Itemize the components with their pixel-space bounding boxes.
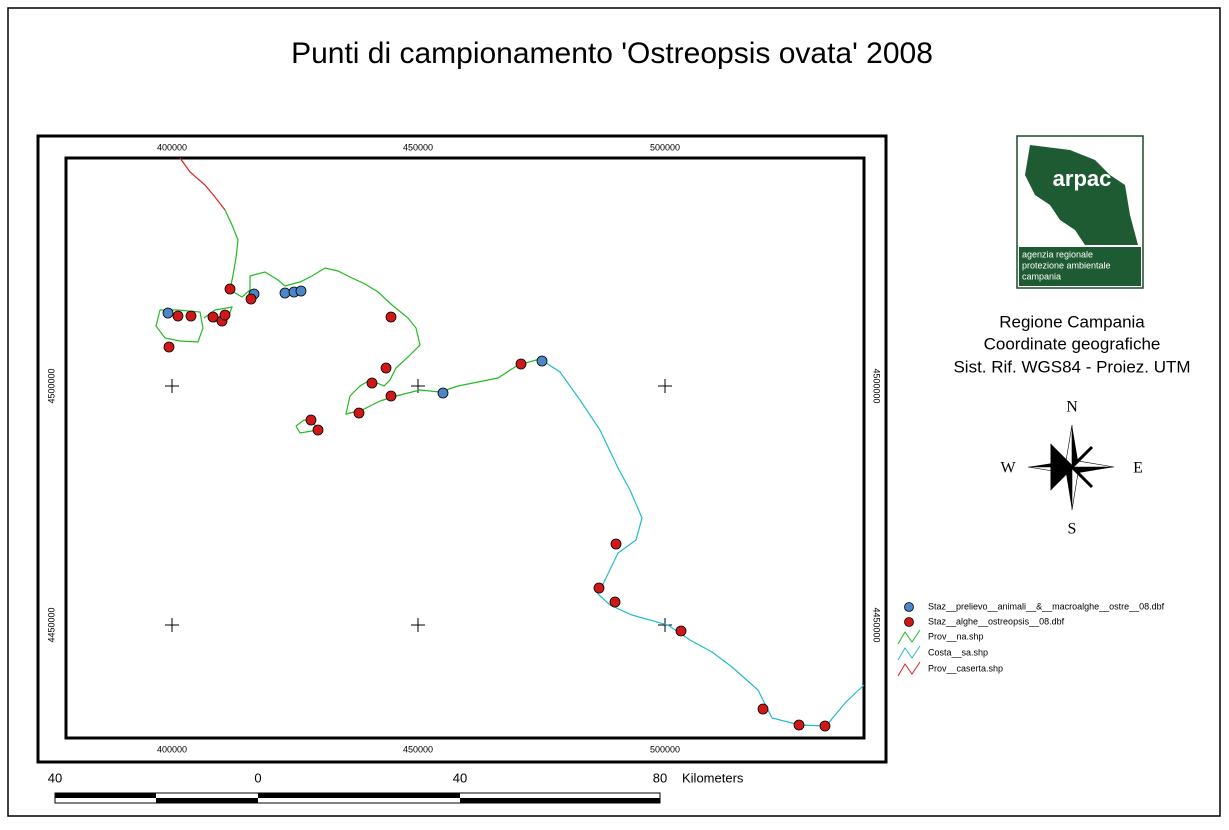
coast-napoli [224,209,541,415]
compass: N S W E [1000,399,1142,538]
scale-label: 80 [653,770,667,785]
title: Punti di campionamento 'Ostreopsis ovata… [291,37,933,70]
grid-crosses [165,379,672,632]
grid-labels: 400000 450000 500000 400000 450000 50000… [46,142,881,754]
grid-label: 4450000 [872,607,882,642]
logo-line: campania [1022,271,1061,281]
logo: arpac agenzia regionale protezione ambie… [1016,135,1144,289]
grid-label: 4500000 [46,368,56,403]
grid-label: 500000 [650,142,680,152]
grid-label: 450000 [403,142,433,152]
compass-s: S [1068,521,1077,538]
grid-label: 400000 [157,744,187,754]
compass-w: W [1000,460,1016,477]
map-frame [64,156,866,740]
stations [162,283,831,732]
legend-entry: Prov__caserta.shp [928,663,1003,673]
scale-bar: 40 0 40 80 Kilometers [48,770,744,804]
info-line: Regione Campania [999,312,1145,331]
logo-name: arpac [1053,166,1112,191]
coast-caserta [179,157,226,211]
info-line: Coordinate geografiche [984,334,1161,353]
grid-label: 4450000 [46,607,56,642]
compass-n: N [1066,399,1078,416]
scale-label: 0 [254,770,261,785]
compass-e: E [1133,460,1143,477]
legend-entry: Staz__alghe__ostreopsis__08.dbf [928,616,1065,626]
grid-label: 4500000 [872,368,882,403]
red-stations [163,283,831,732]
legend-entry: Costa__sa.shp [928,647,988,657]
scale-unit: Kilometers [682,770,744,785]
scale-label: 40 [48,770,62,785]
legend: Staz__prelievo__animali__&__macroalghe__… [897,601,1165,677]
logo-line: protezione ambientale [1022,260,1111,270]
outer-frame [36,134,888,764]
logo-line: agenzia regionale [1022,249,1093,259]
info: Regione Campania Coordinate geografiche … [953,312,1190,376]
coast-salerno [539,358,865,727]
info-line: Sist. Rif. WGS84 - Proiez. UTM [953,357,1190,376]
grid-label: 450000 [403,744,433,754]
grid-label: 400000 [157,142,187,152]
grid-label: 500000 [650,744,680,754]
legend-entry: Staz__prelievo__animali__&__macroalghe__… [928,601,1165,611]
legend-entry: Prov__na.shp [928,631,984,641]
coast-island [155,309,204,343]
scale-label: 40 [453,770,467,785]
